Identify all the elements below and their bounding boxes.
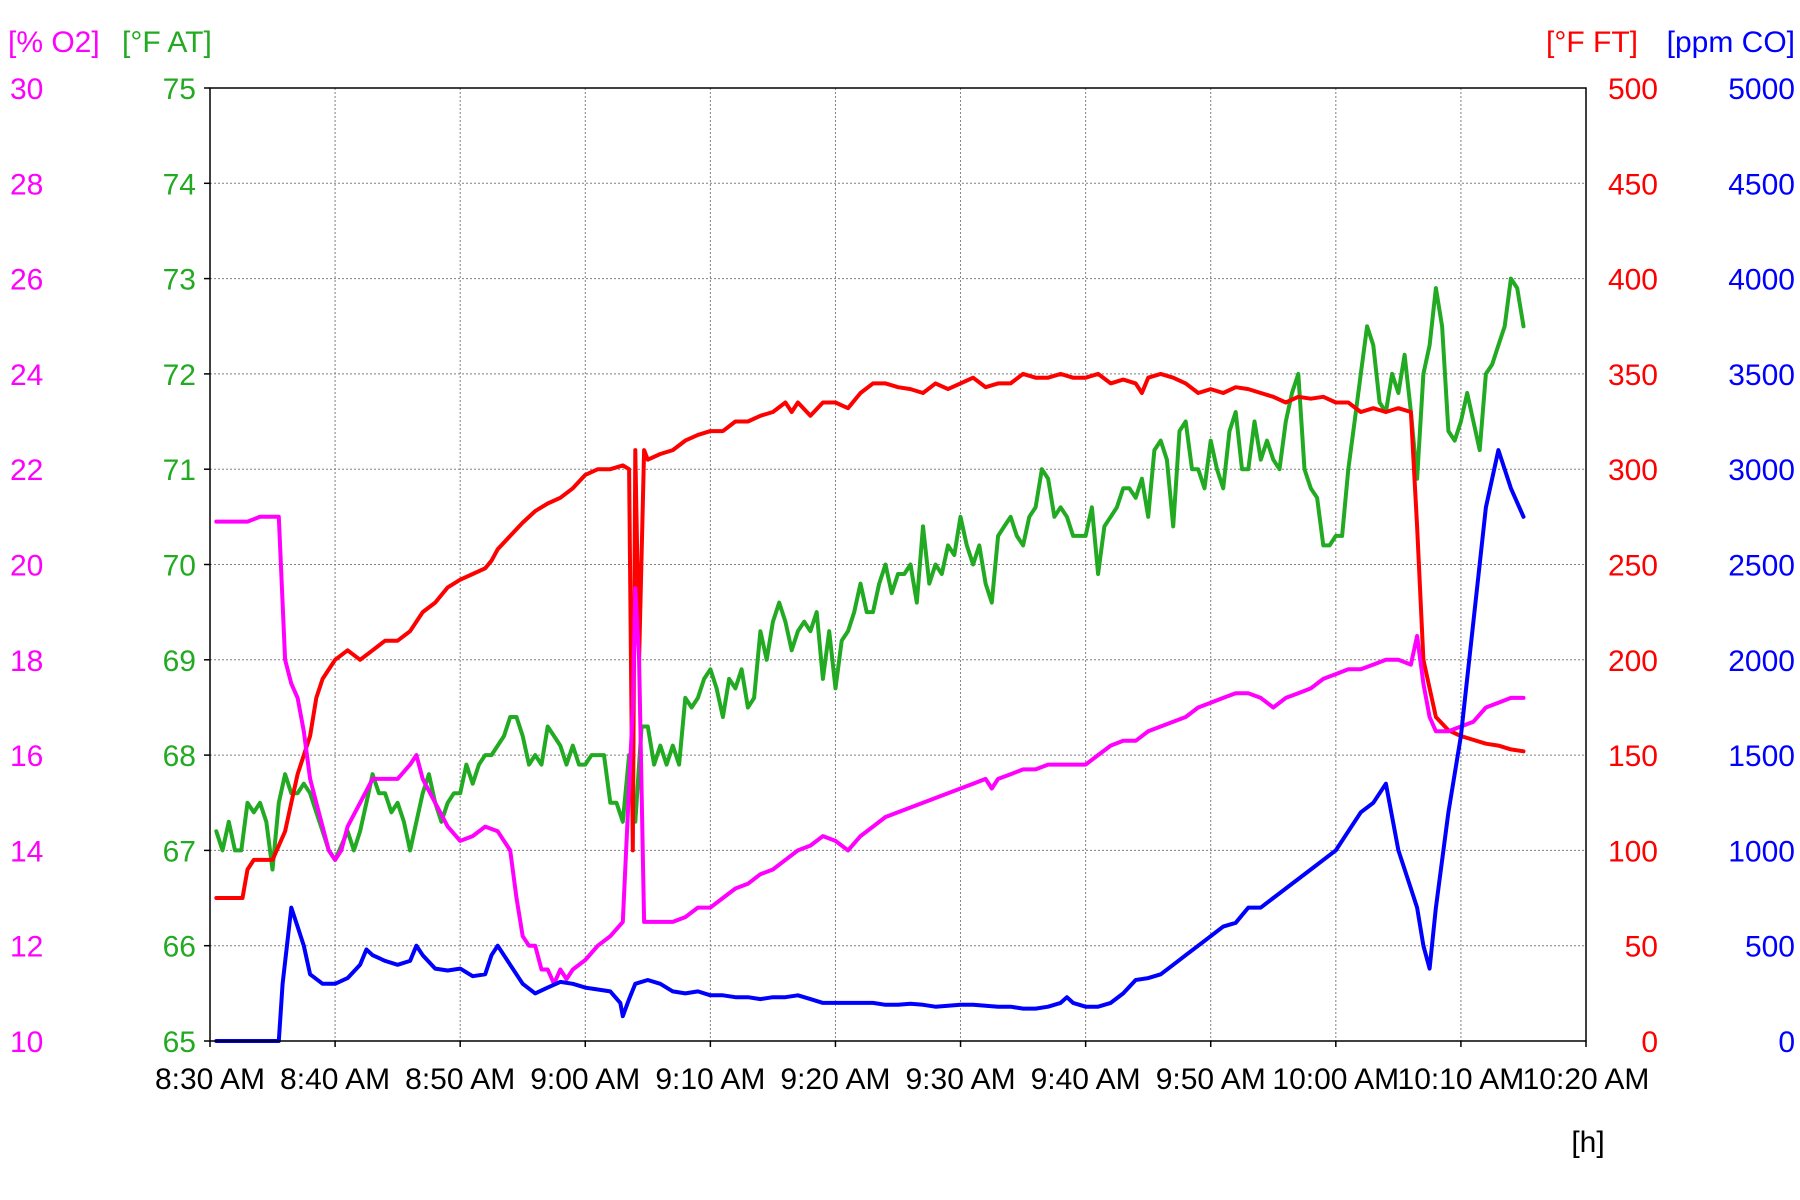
y-tick-label-ft: 450 (1608, 168, 1658, 201)
y-tick-label-o2: 10 (10, 1026, 43, 1059)
series-line-o2 (214, 514, 1526, 986)
y-tick-label-ft: 300 (1608, 454, 1658, 487)
y-tick-label-at: 67 (163, 835, 196, 868)
x-tick-label: 9:30 AM (906, 1063, 1016, 1096)
x-tick-label: 9:00 AM (530, 1063, 640, 1096)
x-tick-label: 8:40 AM (280, 1063, 390, 1096)
x-tick-label: 8:30 AM (155, 1063, 265, 1096)
x-tick-label: 8:50 AM (405, 1063, 515, 1096)
y-tick-label-co: 1000 (1728, 835, 1795, 868)
y-tick-label-at: 74 (163, 168, 196, 201)
x-tick-label: 9:20 AM (780, 1063, 890, 1096)
y-tick-label-at: 72 (163, 359, 196, 392)
x-tick-label: 9:40 AM (1031, 1063, 1141, 1096)
x-tick-label: 10:20 AM (1523, 1063, 1650, 1096)
y-tick-label-co: 3000 (1728, 454, 1795, 487)
y-tick-label-o2: 16 (10, 740, 43, 773)
y-tick-label-at: 65 (163, 1026, 196, 1059)
y-tick-label-co: 4500 (1728, 168, 1795, 201)
y-tick-label-ft: 400 (1608, 264, 1658, 297)
y-tick-label-at: 70 (163, 550, 196, 583)
y-tick-label-ft: 250 (1608, 550, 1658, 583)
y-tick-label-at: 75 (163, 73, 196, 106)
y-tick-label-ft: 150 (1608, 740, 1658, 773)
series-line-co (214, 448, 1526, 1043)
axis-title-at: [°F AT] (122, 26, 212, 59)
y-tick-label-co: 0 (1778, 1026, 1795, 1059)
series-line-at (214, 276, 1526, 872)
y-tick-label-co: 5000 (1728, 73, 1795, 106)
y-tick-label-at: 71 (163, 454, 196, 487)
y-tick-label-co: 2500 (1728, 550, 1795, 583)
axes: 8:30 AM 8:40 AM 8:50 AM 9:00 AM 9:10 AM 9:20 … (8, 26, 1795, 1096)
series-line-ft (214, 371, 1526, 900)
y-tick-label-o2: 24 (10, 359, 43, 392)
y-tick-label-o2: 14 (10, 835, 43, 868)
plot-frame (209, 87, 1587, 1042)
y-tick-label-at: 66 (163, 931, 196, 964)
y-tick-label-o2: 26 (10, 264, 43, 297)
x-axis-unit-label: [h] (1571, 1126, 1604, 1159)
y-tick-label-ft: 350 (1608, 359, 1658, 392)
y-tick-label-co: 500 (1745, 931, 1795, 964)
y-tick-label-ft: 200 (1608, 645, 1658, 678)
y-tick-label-ft: 500 (1608, 73, 1658, 106)
x-tick-label: 9:10 AM (655, 1063, 765, 1096)
y-tick-label-o2: 18 (10, 645, 43, 678)
x-tick-label: 10:10 AM (1398, 1063, 1525, 1096)
y-tick-label-ft: 100 (1608, 835, 1658, 868)
y-tick-label-o2: 20 (10, 550, 43, 583)
y-tick-label-co: 4000 (1728, 264, 1795, 297)
y-tick-label-o2: 22 (10, 454, 43, 487)
x-tick-label: 10:00 AM (1272, 1063, 1399, 1096)
data-series (214, 276, 1526, 1043)
y-tick-label-at: 69 (163, 645, 196, 678)
x-tick-label: 9:50 AM (1156, 1063, 1266, 1096)
y-tick-label-o2: 30 (10, 73, 43, 106)
y-tick-label-co: 2000 (1728, 645, 1795, 678)
axis-title-ft: [°F FT] (1546, 26, 1638, 59)
y-tick-label-o2: 28 (10, 168, 43, 201)
y-tick-label-o2: 12 (10, 931, 43, 964)
grid (210, 88, 1586, 1041)
y-tick-label-at: 73 (163, 264, 196, 297)
y-tick-label-co: 3500 (1728, 359, 1795, 392)
axis-title-co: [ppm CO] (1667, 26, 1795, 59)
y-tick-label-ft: 0 (1641, 1026, 1658, 1059)
y-tick-label-at: 68 (163, 740, 196, 773)
axis-title-o2: [% O2] (8, 26, 100, 59)
y-tick-label-co: 1500 (1728, 740, 1795, 773)
y-tick-label-ft: 50 (1625, 931, 1658, 964)
